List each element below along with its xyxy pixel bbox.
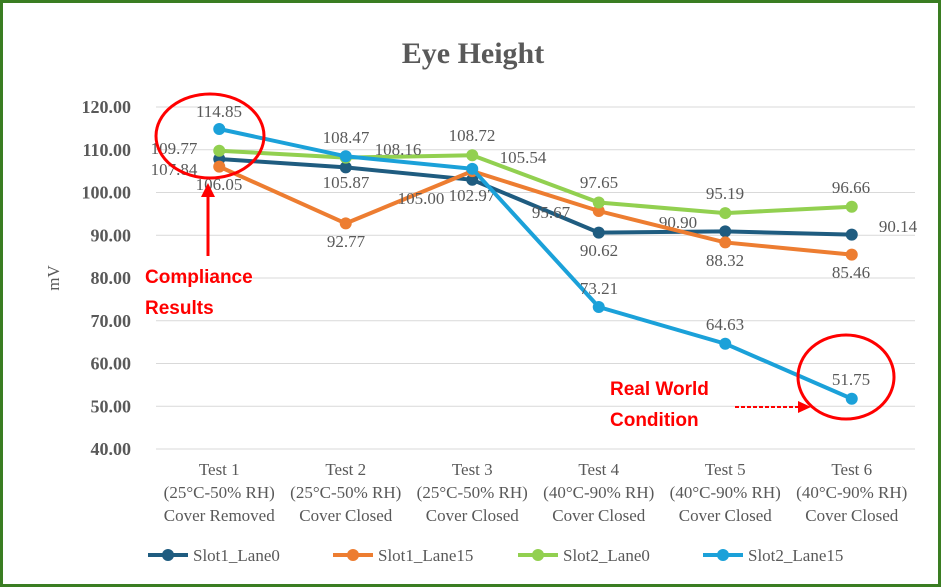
legend-marker <box>347 549 359 561</box>
data-point <box>213 123 226 136</box>
x-tick-label: Cover Closed <box>426 506 520 525</box>
data-point <box>339 161 352 174</box>
data-label: 97.65 <box>580 173 618 192</box>
annotation-text: Results <box>145 298 214 319</box>
data-label: 102.97 <box>449 186 496 205</box>
x-tick-label: (40°C-90% RH) <box>543 483 654 502</box>
legend-label: Slot2_Lane0 <box>563 546 650 565</box>
y-tick-label: 100.00 <box>82 183 132 203</box>
x-tick-label: (25°C-50% RH) <box>417 483 528 502</box>
data-point <box>213 160 226 173</box>
annotation-arrowhead <box>798 401 811 413</box>
series-line-Slot1_Lane15 <box>218 164 852 257</box>
annotation-text: Compliance <box>145 267 253 288</box>
data-label: 108.16 <box>375 140 422 159</box>
series-line-Slot2_Lane0 <box>219 148 852 216</box>
y-tick-label: 70.00 <box>91 311 132 331</box>
legend-marker <box>162 549 174 561</box>
data-label: 95.19 <box>706 184 744 203</box>
data-label: 109.77 <box>151 139 198 158</box>
data-label: 114.85 <box>196 102 242 121</box>
legend-label: Slot1_Lane15 <box>378 546 473 565</box>
series-line-Slot1_Lane0 <box>219 156 852 237</box>
annotation-text: Real World <box>610 379 709 400</box>
x-tick-label: Test 4 <box>578 460 619 479</box>
x-tick-label: (25°C-50% RH) <box>290 483 401 502</box>
data-label: 108.72 <box>449 126 496 145</box>
data-point <box>845 248 858 261</box>
data-point <box>845 200 858 213</box>
x-tick-label: (40°C-90% RH) <box>670 483 781 502</box>
legend-marker <box>717 549 729 561</box>
data-point <box>592 196 605 209</box>
data-point <box>213 144 226 157</box>
annotation-ellipse <box>796 333 896 421</box>
data-point <box>719 207 732 220</box>
y-tick-label: 40.00 <box>91 439 132 459</box>
legend-label: Slot2_Lane15 <box>748 546 843 565</box>
series-line-Slot2_Lane15 <box>218 127 853 401</box>
annotation-ellipse <box>154 92 266 180</box>
data-point <box>466 149 479 162</box>
chart-title: Eye Height <box>402 37 545 70</box>
data-label: 108.47 <box>323 128 370 147</box>
data-label: 96.66 <box>832 178 870 197</box>
line-chart: Eye Height 40.00 50.00 60.00 70.00 80.00 90.00… <box>44 37 918 565</box>
y-tick-label: 60.00 <box>91 354 132 374</box>
data-point <box>592 301 605 314</box>
legend-marker <box>532 549 544 561</box>
data-label: 105.00 <box>398 189 445 208</box>
legend-label: Slot1_Lane0 <box>193 546 280 565</box>
x-tick-label: (40°C-90% RH) <box>796 483 907 502</box>
data-label: 51.75 <box>832 370 870 389</box>
data-label: 85.46 <box>832 263 870 282</box>
y-tick-label: 120.00 <box>82 97 132 117</box>
x-tick-label: Test 1 <box>199 460 240 479</box>
data-label: 64.63 <box>706 315 744 334</box>
x-tick-label: Test 6 <box>831 460 872 479</box>
y-axis-label: mV <box>44 265 63 291</box>
data-label: 95.67 <box>532 203 571 222</box>
data-point <box>339 217 352 230</box>
data-label: 90.14 <box>879 217 918 236</box>
data-point <box>592 226 605 239</box>
x-tick-label: Cover Removed <box>164 506 275 525</box>
x-tick-label: Test 3 <box>452 460 493 479</box>
data-point <box>845 228 858 241</box>
x-tick-label: Cover Closed <box>552 506 646 525</box>
x-tick-label: Cover Closed <box>805 506 899 525</box>
x-tick-label: Cover Closed <box>299 506 393 525</box>
x-tick-label: Cover Closed <box>679 506 773 525</box>
x-tick-label: (25°C-50% RH) <box>164 483 275 502</box>
annotation-arrowhead <box>201 183 215 197</box>
y-tick-label: 80.00 <box>91 268 132 288</box>
x-tick-label: Test 2 <box>325 460 366 479</box>
data-point <box>339 150 352 163</box>
data-point <box>845 392 858 405</box>
x-tick-label: Test 5 <box>705 460 746 479</box>
data-label: 73.21 <box>580 279 618 298</box>
data-label: 105.54 <box>500 148 547 167</box>
data-label: 92.77 <box>327 232 366 251</box>
y-tick-label: 50.00 <box>91 396 132 416</box>
data-point <box>466 162 479 175</box>
data-label: 105.87 <box>323 173 370 192</box>
data-label: 90.62 <box>580 241 618 260</box>
data-point <box>592 205 605 218</box>
data-point <box>719 337 732 350</box>
data-point <box>719 225 732 238</box>
data-point <box>466 173 479 186</box>
data-point <box>719 236 732 249</box>
annotation-text: Condition <box>610 410 699 431</box>
data-label: 88.32 <box>706 251 744 270</box>
y-tick-label: 90.00 <box>91 225 132 245</box>
y-tick-label: 110.00 <box>82 140 131 160</box>
